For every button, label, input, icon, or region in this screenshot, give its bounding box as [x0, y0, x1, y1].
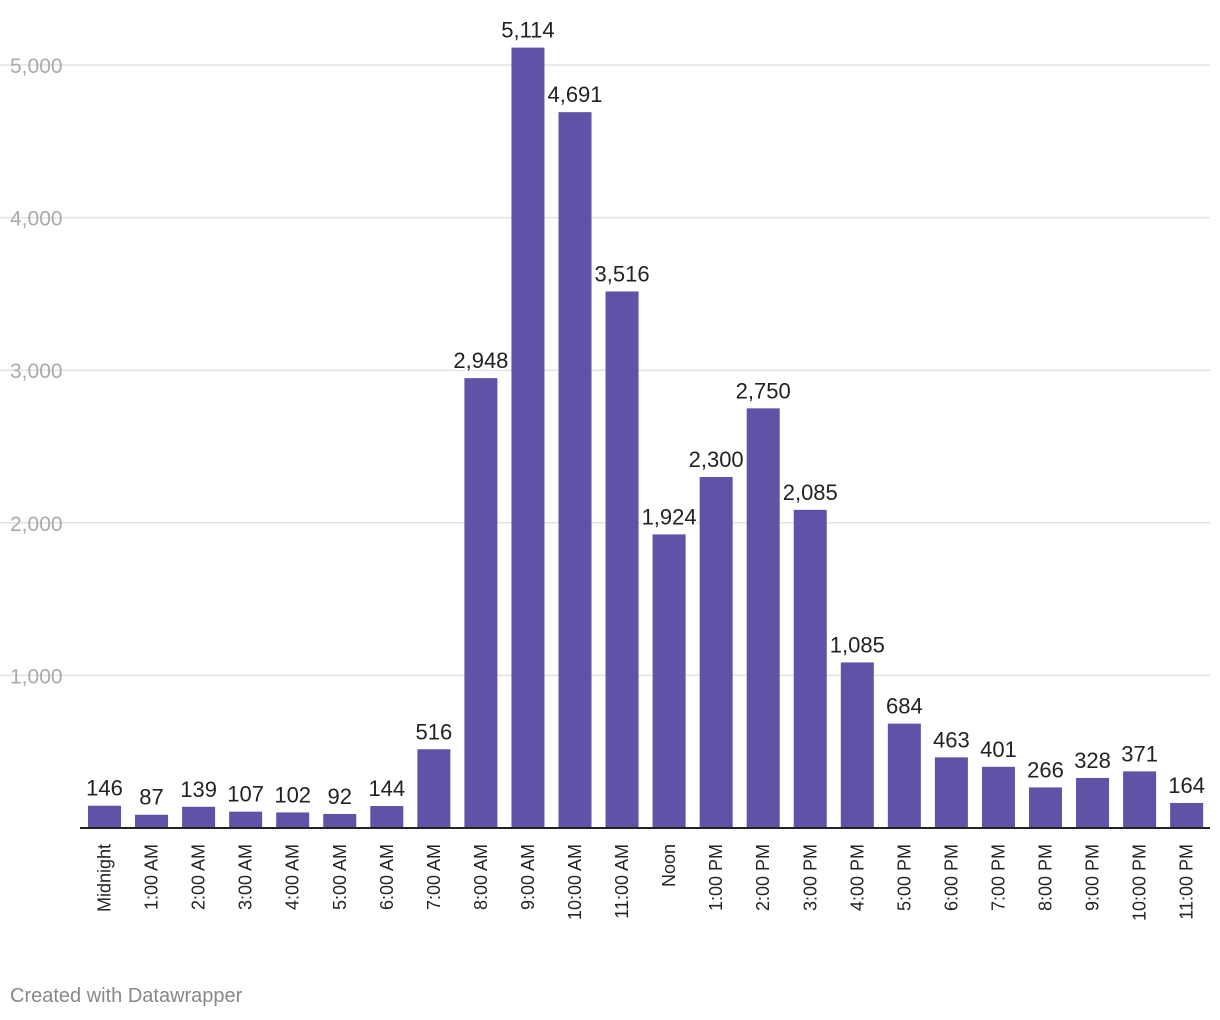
bar[interactable]	[840, 662, 874, 828]
bar[interactable]	[605, 291, 639, 829]
x-tick-label: 2:00 PM	[753, 844, 773, 911]
y-tick-label: 1,000	[10, 665, 63, 688]
bar-chart: 1,000 2,000 3,000 4,000 5,000 146 87 139 107 102…	[0, 16, 1210, 921]
bar-value-label: 144	[368, 776, 405, 801]
bar[interactable]	[746, 408, 780, 828]
bar[interactable]	[511, 47, 545, 829]
datawrapper-credit[interactable]: Created with Datawrapper	[10, 985, 243, 1007]
bar[interactable]	[793, 509, 827, 828]
bar-value-label: 266	[1027, 757, 1064, 782]
bar[interactable]	[182, 806, 216, 828]
bar-value-label: 146	[86, 776, 123, 801]
bar-value-label: 328	[1074, 748, 1111, 773]
x-tick-label: 10:00 AM	[565, 844, 585, 920]
bar-value-label: 401	[980, 737, 1017, 762]
bar-value-label: 463	[933, 727, 970, 752]
x-tick-label: 7:00 PM	[988, 844, 1008, 911]
bar-value-label: 2,948	[453, 348, 508, 373]
y-tick-label: 4,000	[10, 208, 63, 231]
bar-value-label: 164	[1168, 773, 1205, 798]
bar[interactable]	[229, 811, 263, 828]
x-tick-label: 3:00 AM	[236, 844, 256, 910]
bar-value-label: 107	[227, 782, 264, 807]
x-tick-label: 11:00 PM	[1177, 844, 1197, 920]
x-tick-label: 11:00 AM	[612, 844, 632, 919]
bar[interactable]	[1029, 787, 1062, 828]
x-axis-ticks: Midnight 1:00 AM 2:00 AM 3:00 AM 4:00 AM 5:00…	[95, 844, 1197, 921]
bar-value-label: 2,750	[736, 378, 791, 403]
bar[interactable]	[135, 814, 169, 828]
x-tick-label: 6:00 AM	[377, 844, 397, 910]
x-tick-label: 8:00 PM	[1036, 844, 1056, 911]
x-tick-label: 8:00 AM	[471, 844, 491, 910]
bar[interactable]	[1076, 777, 1110, 828]
bar[interactable]	[88, 805, 121, 828]
x-tick-label: 6:00 PM	[941, 844, 961, 911]
bar[interactable]	[1123, 771, 1157, 828]
y-axis-ticks: 1,000 2,000 3,000 4,000 5,000	[10, 55, 63, 688]
bar-value-label: 92	[328, 784, 352, 809]
bar[interactable]	[464, 378, 498, 828]
x-tick-label: 5:00 AM	[330, 844, 350, 910]
y-tick-label: 2,000	[10, 513, 63, 536]
bar[interactable]	[652, 534, 686, 828]
bar[interactable]	[417, 749, 451, 828]
bar-value-label: 102	[274, 782, 311, 807]
bar-value-label: 2,085	[783, 480, 838, 505]
x-tick-label: 2:00 AM	[189, 844, 209, 910]
bar-value-label: 516	[415, 719, 452, 744]
y-tick-label: 3,000	[10, 360, 63, 383]
bar[interactable]	[323, 813, 357, 828]
bar[interactable]	[1170, 802, 1204, 828]
bar-value-label: 87	[139, 785, 163, 810]
x-tick-label: 1:00 AM	[142, 844, 162, 910]
bar[interactable]	[981, 766, 1015, 828]
bar[interactable]	[699, 477, 733, 828]
x-tick-label: 7:00 AM	[424, 844, 444, 910]
x-tick-label: Midnight	[95, 844, 115, 912]
bar[interactable]	[934, 757, 968, 828]
bar-value-label: 139	[180, 777, 217, 802]
bar-value-labels: 146 87 139 107 102 92 144 516 2,948 5,114 4,691 3,5…	[84, 16, 1207, 812]
x-tick-label: 5:00 PM	[894, 844, 914, 911]
bar-value-label: 2,300	[689, 447, 744, 472]
x-tick-label: 9:00 PM	[1083, 844, 1103, 911]
bar-value-label: 1,924	[642, 504, 697, 529]
bar[interactable]	[887, 723, 921, 828]
y-tick-label: 5,000	[10, 55, 63, 78]
x-tick-label: 4:00 PM	[847, 844, 867, 911]
x-tick-label: Noon	[659, 844, 679, 887]
bar-value-label: 1,085	[830, 632, 885, 657]
x-tick-label: 4:00 AM	[283, 844, 303, 910]
x-tick-label: 10:00 PM	[1130, 844, 1150, 921]
bar[interactable]	[558, 112, 592, 829]
bars	[88, 47, 1204, 829]
x-tick-label: 9:00 AM	[518, 844, 538, 910]
bar-value-label: 4,691	[547, 82, 602, 107]
x-tick-label: 1:00 PM	[706, 844, 726, 911]
bar-value-label: 684	[886, 694, 923, 719]
bar[interactable]	[276, 812, 310, 828]
x-tick-label: 3:00 PM	[800, 844, 820, 911]
bar-value-label: 371	[1121, 741, 1158, 766]
bar-value-label: 3,516	[595, 261, 650, 286]
bar-value-label: 5,114	[501, 18, 554, 43]
gridlines	[0, 64, 1210, 677]
bar[interactable]	[370, 806, 404, 828]
